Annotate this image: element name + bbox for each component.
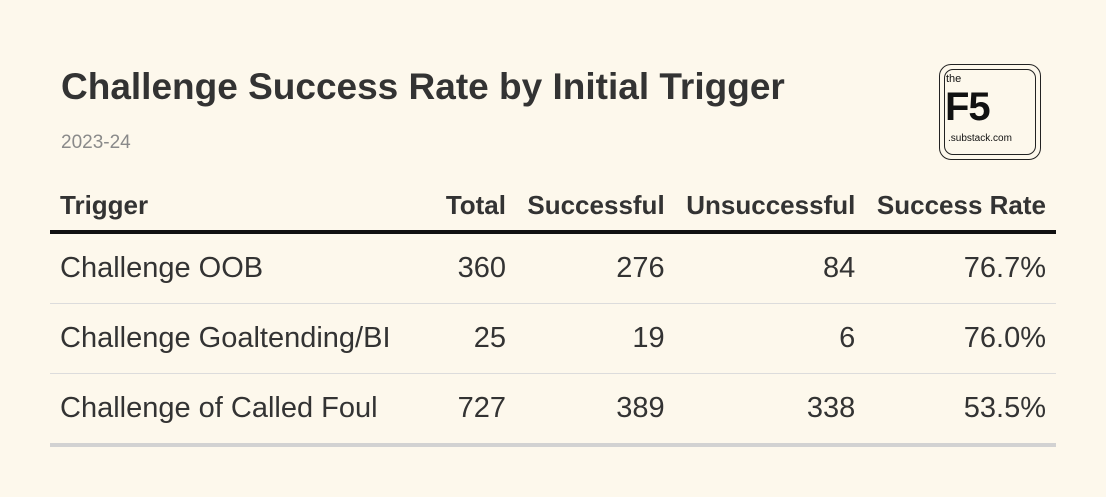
logo-small-text: the (946, 73, 962, 85)
cell-successful: 276 (516, 232, 675, 304)
chart-title: Challenge Success Rate by Initial Trigge… (61, 66, 785, 107)
cell-success-rate: 53.5% (865, 373, 1056, 447)
table-header-row: Trigger Total Successful Unsuccessful Su… (50, 180, 1056, 234)
table-row: Challenge OOB 360 276 84 76.7% (50, 232, 1056, 304)
cell-total: 727 (425, 373, 516, 447)
cell-successful: 389 (516, 373, 675, 447)
table-row: Challenge Goaltending/BI 25 19 6 76.0% (50, 303, 1056, 374)
f5-substack-logo: the F5 .substack.com (939, 64, 1041, 160)
cell-success-rate: 76.0% (865, 303, 1056, 374)
cell-unsuccessful: 338 (674, 373, 866, 447)
logo-inner-frame (944, 69, 1036, 155)
cell-trigger: Challenge Goaltending/BI (50, 303, 426, 374)
logo-main-text: F5 (945, 85, 991, 129)
table-row: Challenge of Called Foul 727 389 338 53.… (50, 373, 1056, 447)
column-header-trigger: Trigger (50, 180, 426, 234)
cell-successful: 19 (516, 303, 675, 374)
column-header-total: Total (425, 180, 516, 234)
logo-domain-text: .substack.com (948, 133, 1012, 144)
cell-unsuccessful: 6 (674, 303, 866, 374)
challenge-table: Trigger Total Successful Unsuccessful Su… (50, 180, 1056, 447)
column-header-successful: Successful (516, 180, 675, 234)
cell-trigger: Challenge of Called Foul (50, 373, 426, 447)
cell-success-rate: 76.7% (865, 232, 1056, 304)
chart-subtitle: 2023-24 (61, 132, 131, 153)
cell-trigger: Challenge OOB (50, 232, 426, 304)
cell-unsuccessful: 84 (674, 232, 866, 304)
column-header-unsuccessful: Unsuccessful (674, 180, 866, 234)
column-header-success-rate: Success Rate (865, 180, 1056, 234)
cell-total: 360 (425, 232, 516, 304)
cell-total: 25 (425, 303, 516, 374)
